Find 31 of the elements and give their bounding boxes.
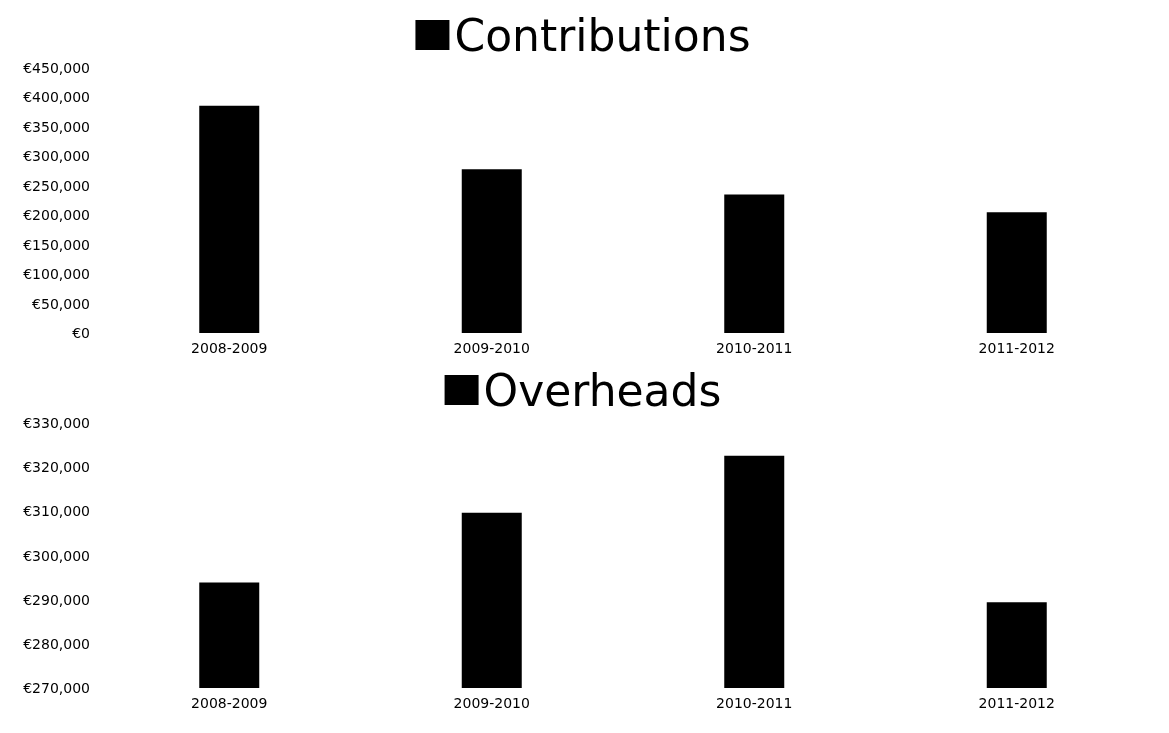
x-tick-label: 2011-2012 [978,695,1055,711]
x-tick-label: 2011-2012 [978,340,1055,356]
x-tick-label: 2008-2009 [191,340,268,356]
x-tick-label: 2008-2009 [191,695,268,711]
bar [724,194,785,333]
y-tick-label: €270,000 [23,680,90,696]
legend-label: Overheads [483,364,722,416]
y-tick-label: €310,000 [23,503,90,520]
y-tick-label: €320,000 [23,459,90,476]
bar [986,212,1047,333]
bar [199,105,260,333]
x-tick-label: 2010-2011 [716,695,793,711]
y-tick-label: €200,000 [23,207,90,224]
y-tick-label: €350,000 [23,118,90,135]
x-tick-label: 2010-2011 [716,340,793,356]
y-tick-label: €290,000 [23,591,90,608]
x-tick-label: 2009-2010 [453,695,530,711]
y-tick-label: €100,000 [23,266,90,283]
legend-label: Contributions [454,9,751,61]
y-tick-label: €400,000 [23,89,90,106]
y-tick-label: €50,000 [32,295,90,312]
y-tick-label: €250,000 [23,177,90,194]
y-tick-label: €300,000 [23,547,90,564]
x-tick-label: 2009-2010 [453,340,530,356]
y-tick-label: €450,000 [23,60,90,76]
y-tick-label: €330,000 [23,415,90,431]
y-tick-label: €150,000 [23,236,90,253]
bar [461,169,522,333]
y-tick-label: €280,000 [23,635,90,652]
y-tick-label: €0 [72,325,90,341]
y-tick-label: €300,000 [23,148,90,165]
